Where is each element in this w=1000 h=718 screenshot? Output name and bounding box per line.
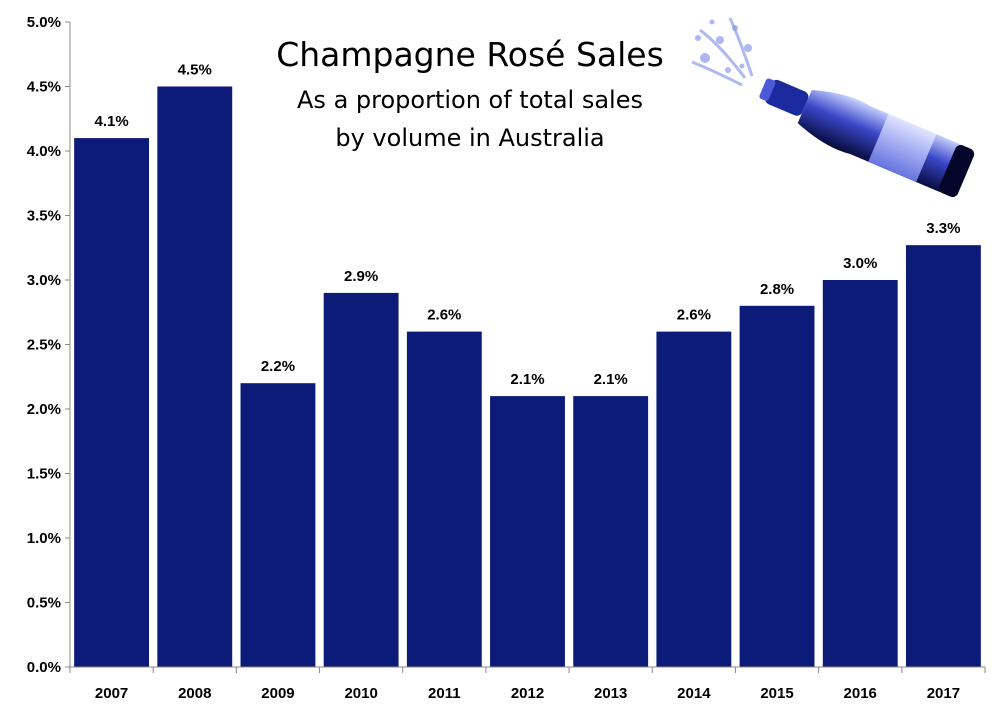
x-tick-label: 2014 xyxy=(677,685,711,702)
data-label: 2.9% xyxy=(344,268,378,285)
y-tick-label: 3.5% xyxy=(27,208,61,225)
x-tick-label: 2009 xyxy=(261,685,294,702)
x-tick-label: 2012 xyxy=(511,685,544,702)
bars: 4.1% 4.5% 2.2% 2.9% 2.6% 2.1% 2.1% 2.6% 2.8% 3.0%… xyxy=(74,62,981,668)
y-tick-label: 1.5% xyxy=(27,466,61,483)
x-tick-label: 2013 xyxy=(594,685,627,702)
y-tick-label: 4.5% xyxy=(27,79,61,96)
x-tick-label: 2017 xyxy=(927,685,960,702)
bar-2007 xyxy=(74,138,150,668)
y-tick-label: 1.0% xyxy=(27,530,61,547)
x-tick-label: 2007 xyxy=(95,685,128,702)
y-tick-label: 2.0% xyxy=(27,401,61,418)
chart-subtitle-line-2: by volume in Australia xyxy=(335,124,604,152)
data-label: 2.8% xyxy=(760,281,794,298)
bar-2013 xyxy=(573,396,649,667)
y-tick-label: 3.0% xyxy=(27,272,61,289)
y-tick-label: 2.5% xyxy=(27,337,61,354)
x-axis: 2007 2008 2009 2010 2011 2012 2013 2014 2015 2016… xyxy=(69,666,986,702)
y-tick-label: 4.0% xyxy=(27,143,61,160)
bar-2011 xyxy=(406,331,482,667)
y-tick-label: 5.0% xyxy=(27,14,61,31)
y-axis: 0.0% 0.5% 1.0% 1.5% 2.0% 2.5% 3.0% 3.5% 4.0% 4.5%… xyxy=(27,14,71,676)
data-label: 2.6% xyxy=(427,307,461,324)
x-tick-label: 2015 xyxy=(760,685,793,702)
data-label: 4.5% xyxy=(178,62,212,79)
data-label: 2.2% xyxy=(261,358,295,375)
bar-2017 xyxy=(905,245,981,668)
data-label: 4.1% xyxy=(94,113,128,130)
bar-2012 xyxy=(490,396,565,667)
bar-2016 xyxy=(822,280,898,667)
data-label: 2.1% xyxy=(594,371,628,388)
bar-2009 xyxy=(240,383,316,667)
bar-2014 xyxy=(656,331,732,667)
data-label: 2.1% xyxy=(510,371,544,388)
bar-2010 xyxy=(323,292,399,667)
chart-subtitle-line-1: As a proportion of total sales xyxy=(297,86,643,114)
bar-2015 xyxy=(739,305,815,667)
x-tick-label: 2016 xyxy=(844,685,877,702)
champagne-bottle-icon xyxy=(691,17,975,197)
x-tick-label: 2010 xyxy=(344,685,377,702)
chart-title: Champagne Rosé Sales xyxy=(276,35,664,74)
x-tick-label: 2008 xyxy=(178,685,211,702)
data-label: 3.3% xyxy=(926,220,960,237)
y-tick-label: 0.5% xyxy=(27,595,61,612)
x-tick-label: 2011 xyxy=(428,685,461,702)
y-tick-label: 0.0% xyxy=(27,659,61,676)
data-label: 3.0% xyxy=(843,255,877,272)
bar-2008 xyxy=(157,86,233,667)
data-label: 2.6% xyxy=(677,307,711,324)
